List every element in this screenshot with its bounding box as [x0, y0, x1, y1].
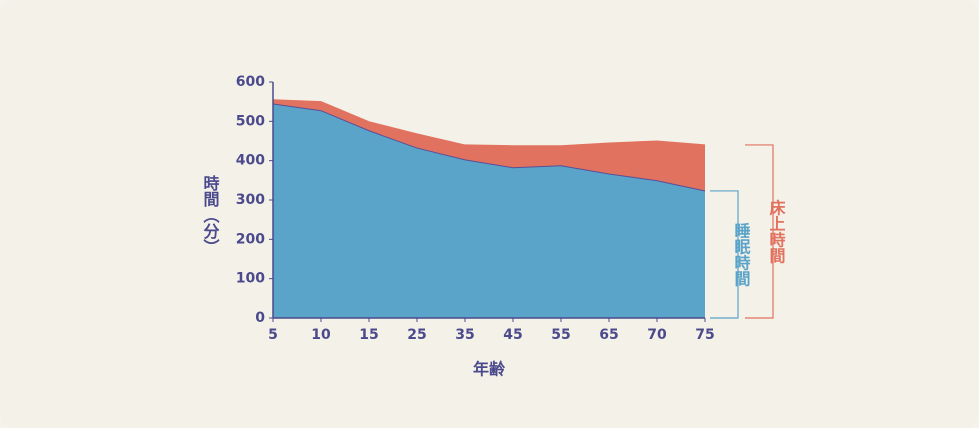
x-tick-label: 5 — [268, 327, 278, 343]
legend-bracket — [710, 190, 739, 319]
legend-bracket — [745, 144, 774, 319]
x-tick-label: 35 — [455, 327, 474, 343]
x-tick-label: 45 — [503, 327, 522, 343]
y-tick-label: 500 — [236, 113, 265, 129]
x-tick-label: 65 — [599, 327, 618, 343]
area-line — [272, 103, 706, 192]
y-tick-label: 300 — [236, 192, 265, 208]
y-tick-label: 600 — [236, 74, 265, 90]
area — [273, 104, 705, 318]
x-tick-label: 70 — [647, 327, 667, 343]
x-tick-label: 10 — [311, 327, 331, 343]
y-tick-label: 400 — [236, 153, 265, 169]
legend-label: 睡眠時間 — [732, 222, 751, 288]
area-line — [272, 99, 706, 147]
x-tick-label: 15 — [359, 327, 378, 343]
y-tick-label: 0 — [255, 310, 265, 326]
x-tick-label: 25 — [407, 327, 426, 343]
y-tick-label: 200 — [236, 231, 265, 247]
y-axis-label: 時間（分） — [201, 174, 220, 255]
legend-label: 床上時間 — [767, 199, 786, 265]
x-axis-label: 年齢 — [473, 360, 506, 379]
x-tick-label: 75 — [695, 327, 714, 343]
x-tick-label: 55 — [551, 327, 570, 343]
y-tick-label: 100 — [236, 271, 265, 287]
